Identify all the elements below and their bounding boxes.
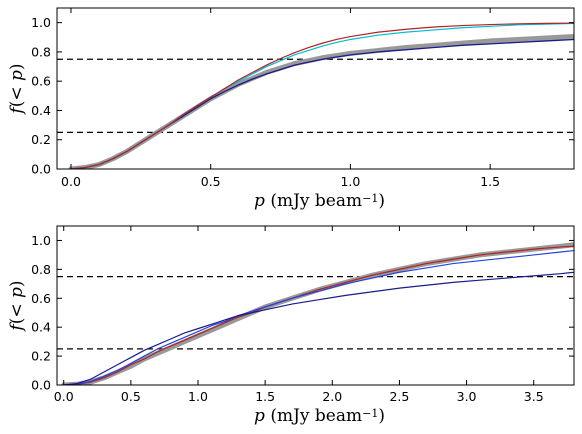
y-tick-label: 0.8 xyxy=(31,262,51,277)
x-tick-label: 0.0 xyxy=(61,174,81,189)
x-axis-var: p xyxy=(254,406,265,426)
y-axis-open: ( xyxy=(7,318,27,325)
y-tick-label: 0.6 xyxy=(31,74,51,89)
x-axis-unit: (mJy beam xyxy=(265,191,362,211)
x-tick-label: 3.5 xyxy=(524,389,544,404)
plot-frame xyxy=(56,225,575,386)
x-tick-label: 2.5 xyxy=(389,389,409,404)
y-tick-label: 0.2 xyxy=(31,349,51,364)
series-line-2 xyxy=(63,249,574,385)
y-axis-f: f xyxy=(7,322,27,333)
x-axis-close: ) xyxy=(378,191,385,211)
y-axis-close: ) xyxy=(7,280,27,287)
y-axis-var: p xyxy=(7,70,27,81)
y-axis-lt: < xyxy=(7,81,27,101)
x-tick-label: 0.5 xyxy=(121,389,141,404)
plot-frame xyxy=(56,7,575,170)
x-axis-label: p (mJy beam−1) xyxy=(254,406,385,426)
y-axis-label: f(< p) xyxy=(7,280,27,332)
chart-panel-2: 0.0 0.5 1.0 1.5 2.0 2.5 3.0 3.5 0.0 0.2 0.4 0.6 0.8 1… xyxy=(7,225,575,426)
series-line-3 xyxy=(63,271,574,385)
x-tick-label: 1.0 xyxy=(340,174,360,189)
x-axis-exponent: −1 xyxy=(362,407,378,420)
y-tick-label: 1.0 xyxy=(31,15,51,30)
y-tick-label: 0.4 xyxy=(31,320,51,335)
series-line-3 xyxy=(70,22,574,169)
y-axis-open: ( xyxy=(7,101,27,108)
series-line-0 xyxy=(61,242,574,385)
y-tick-label: 0.6 xyxy=(31,291,51,306)
y-axis-lt: < xyxy=(7,298,27,318)
y-axis-close: ) xyxy=(7,63,27,70)
x-axis-label: p (mJy beam−1) xyxy=(254,191,385,211)
y-tick-label: 0.4 xyxy=(31,103,51,118)
x-axis-unit: (mJy beam xyxy=(265,406,362,426)
x-axis-close: ) xyxy=(378,406,385,426)
y-axis-var: p xyxy=(7,287,27,298)
x-tick-label: 1.0 xyxy=(188,389,208,404)
y-axis-f: f xyxy=(7,105,27,116)
chart-panel-1: 0.0 0.5 1.0 1.5 0.0 0.2 0.4 0.6 0.8 1.0 p (mJy bea… xyxy=(7,7,575,211)
y-tick-label: 0.0 xyxy=(31,378,51,393)
x-tick-label: 1.5 xyxy=(255,389,275,404)
x-tick-label: 0.0 xyxy=(54,389,74,404)
x-tick-label: 2.0 xyxy=(322,389,342,404)
x-axis-var: p xyxy=(254,191,265,211)
y-axis-label: f(< p) xyxy=(7,63,27,115)
series-line-2 xyxy=(70,22,574,169)
series-line-0 xyxy=(68,34,574,169)
y-tick-label: 0.8 xyxy=(31,44,51,59)
x-tick-label: 1.5 xyxy=(480,174,500,189)
y-tick-label: 1.0 xyxy=(31,233,51,248)
y-tick-label: 0.0 xyxy=(31,162,51,177)
series-line-1 xyxy=(63,245,574,385)
y-tick-label: 0.2 xyxy=(31,132,51,147)
x-axis-exponent: −1 xyxy=(362,192,378,205)
x-tick-label: 3.0 xyxy=(457,389,477,404)
x-tick-label: 0.5 xyxy=(201,174,221,189)
